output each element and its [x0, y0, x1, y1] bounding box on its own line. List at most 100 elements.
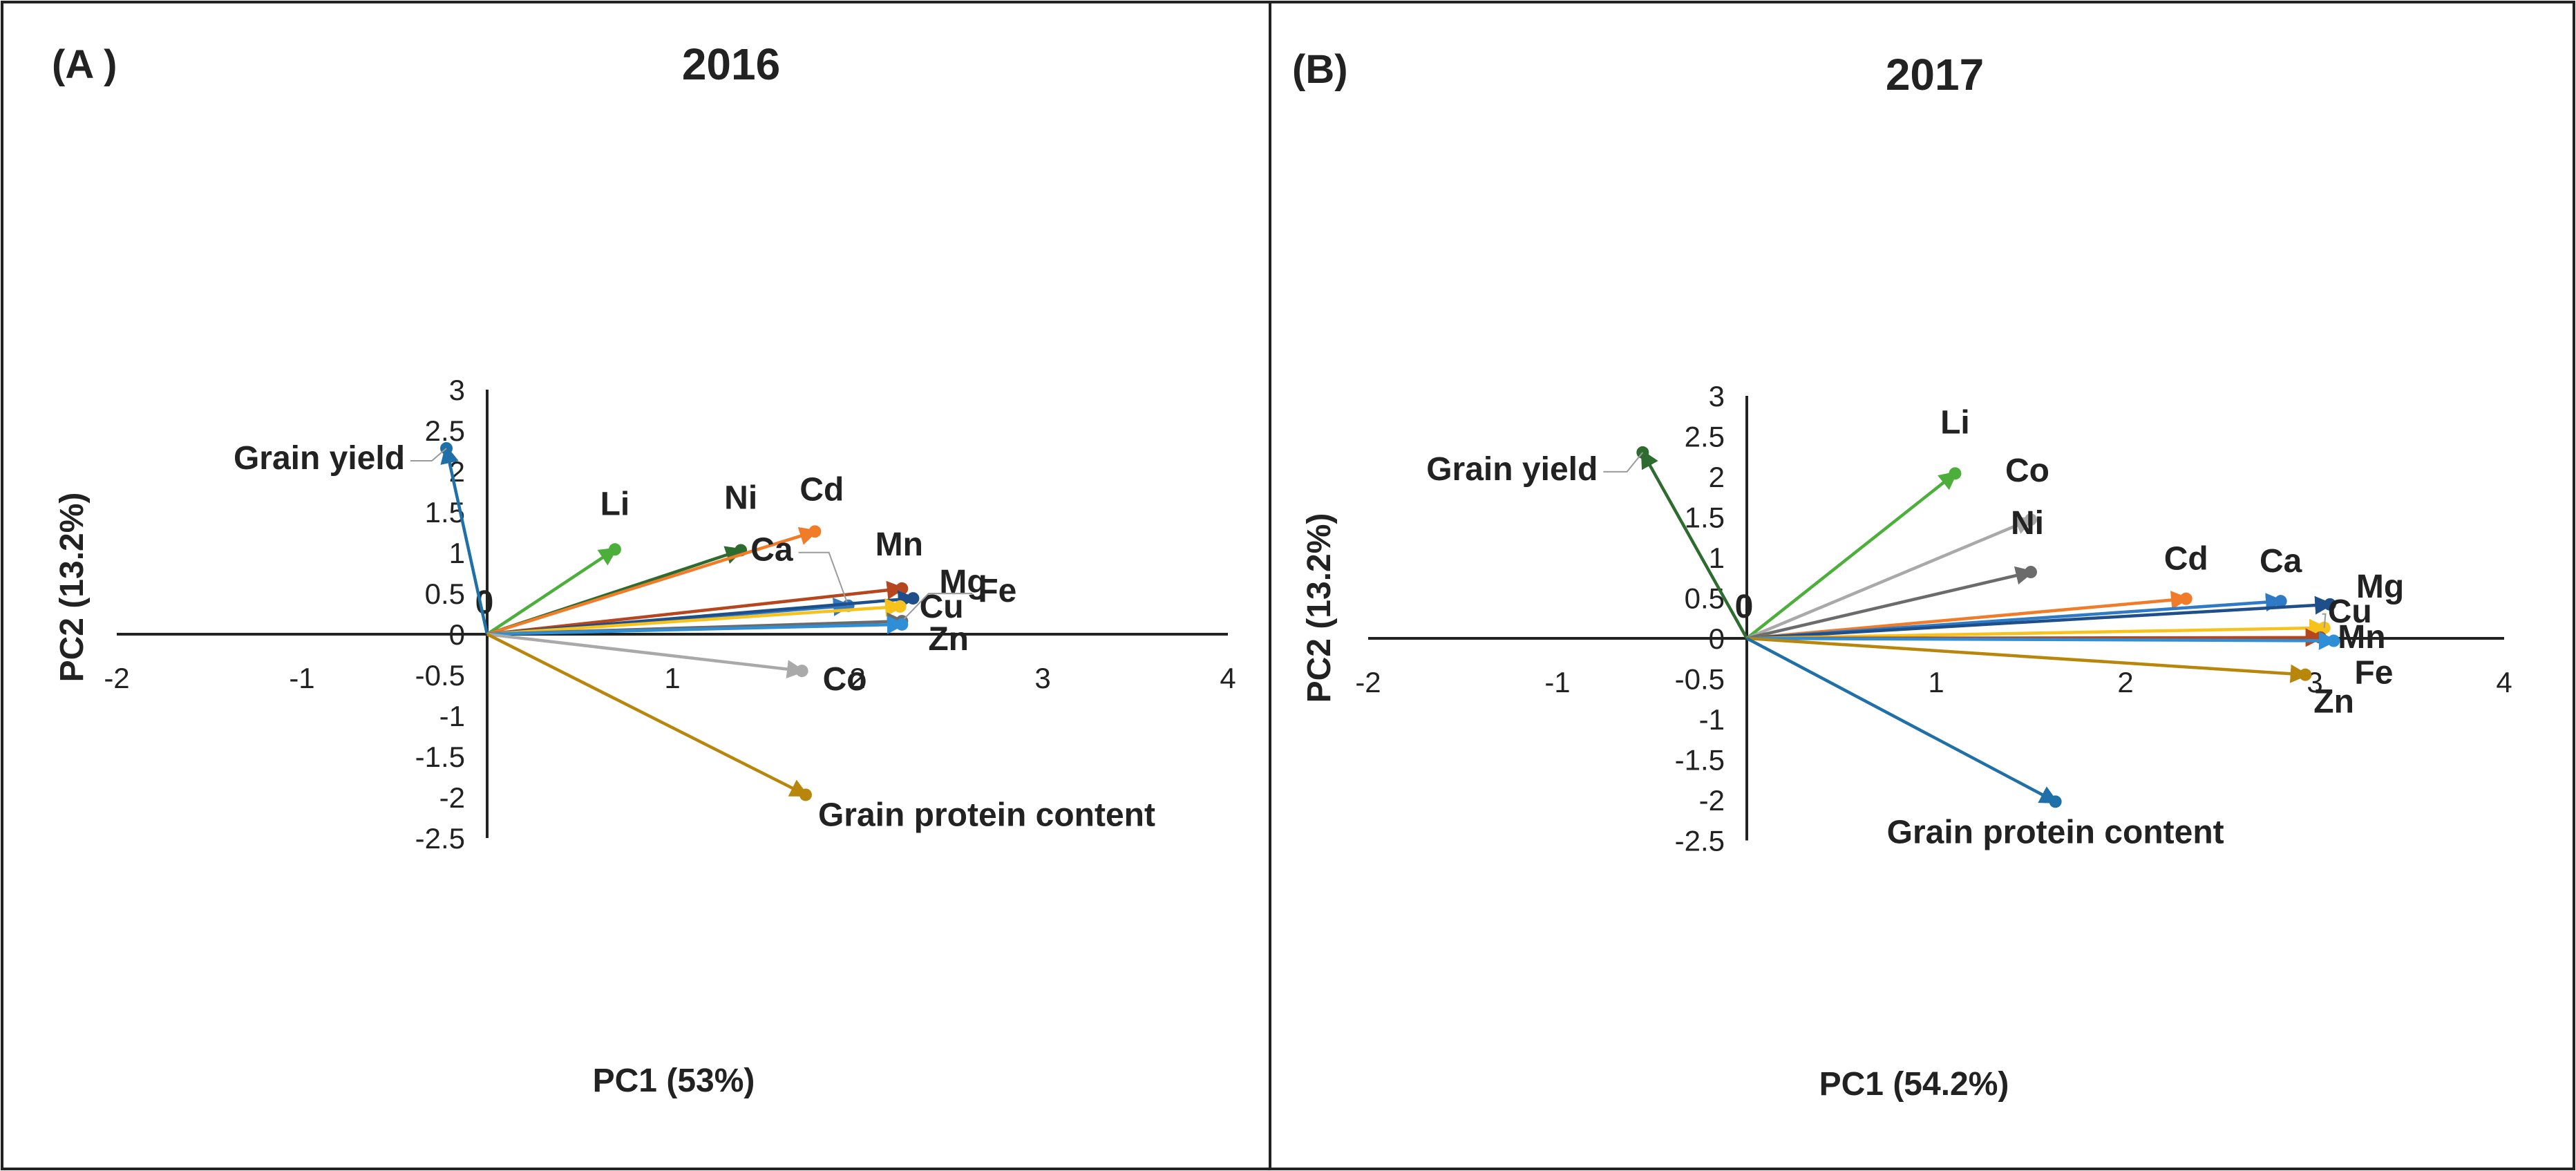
label-co: Co	[2005, 453, 2049, 489]
y-tick-label: 2.5	[1685, 421, 1725, 453]
vector-co	[1746, 516, 2034, 640]
x-tick-label: 4	[2496, 666, 2512, 698]
panel-letter-a: (A )	[52, 42, 117, 87]
point-cd	[2179, 592, 2193, 605]
point-mn	[896, 582, 909, 595]
point-zn	[896, 618, 909, 631]
label-grain-yield: Grain yield	[234, 440, 405, 477]
x-tick-label: -2	[1355, 666, 1381, 698]
point-li	[1949, 467, 1962, 480]
point-li	[608, 543, 621, 556]
y-tick-label: -1.5	[415, 741, 465, 773]
y-tick-label: 0	[449, 618, 465, 651]
point-grain-protein-content	[2049, 795, 2062, 808]
y-tick-label: -1	[1699, 703, 1725, 736]
panel-letter-b: (B)	[1292, 47, 1348, 92]
leader-fe	[901, 593, 973, 622]
point-mg	[907, 592, 920, 605]
label-li: Li	[600, 486, 630, 522]
label-zn: Zn	[928, 621, 969, 658]
point-mg	[2323, 598, 2336, 611]
y-tick-label: -2.5	[1675, 825, 1725, 857]
y-tick-label: 3	[449, 374, 465, 406]
label-grain-yield: Grain yield	[1426, 451, 1598, 488]
label-zn: Zn	[2313, 684, 2354, 721]
origin-label: 0	[1735, 589, 1754, 625]
label-li: Li	[1940, 404, 1970, 441]
vector-fe	[1746, 631, 2338, 650]
y-tick-label: 2.5	[425, 415, 465, 447]
label-mn: Mn	[2338, 619, 2385, 656]
label-cd: Cd	[799, 471, 844, 508]
point-cd	[808, 525, 822, 538]
x-tick-label: -1	[289, 662, 314, 694]
leader-ca	[798, 551, 849, 607]
label-ni: Ni	[2011, 505, 2044, 542]
y-tick-label: 2	[1709, 461, 1725, 493]
point-co	[795, 665, 808, 678]
vector-mn	[486, 580, 906, 636]
panel-a-2016: (A ) 2016 -2 -1 1 2 3 432.521.510.50-0.5-1-1.…	[52, 39, 1236, 1099]
y-tick-label: -2.5	[415, 822, 465, 855]
x-tick-label: 1	[664, 662, 680, 694]
point-grain-protein-content	[799, 788, 812, 801]
x-tick-label: 3	[1034, 662, 1050, 694]
x-tick-label: 4	[1220, 662, 1235, 694]
x-tick-label: -2	[104, 662, 129, 694]
y-tick-label: -0.5	[415, 659, 465, 692]
vector-grain-yield	[440, 444, 489, 635]
y-tick-label: 1	[449, 537, 465, 569]
y-tick-label: 0.5	[425, 578, 465, 610]
vector-zn	[1746, 636, 2309, 683]
y-tick-label: -1	[439, 700, 465, 732]
label-co: Co	[823, 661, 867, 698]
vector-zn	[486, 615, 906, 636]
vector-mg	[1746, 596, 2334, 640]
vector-cd	[486, 526, 819, 636]
label-cd: Cd	[2164, 541, 2208, 578]
vector-ni	[1746, 566, 2035, 640]
label-mg: Mg	[2356, 569, 2404, 605]
y-axis-title-a: PC2 (13.2%)	[54, 493, 91, 683]
y-tick-label: -2	[1699, 784, 1725, 817]
x-axis-title-b: PC1 (54.2%)	[1819, 1066, 2009, 1103]
panel-title-b: 2017	[1886, 50, 1984, 99]
label-ca: Ca	[2260, 543, 2302, 580]
label-fe: Fe	[978, 573, 1016, 609]
y-axis-title-b: PC2 (13.2%)	[1301, 513, 1338, 703]
y-tick-label: -0.5	[1675, 663, 1725, 696]
y-tick-label: 1	[1709, 542, 1725, 574]
leader-grain-yield	[410, 448, 447, 461]
panel-b-2017: (B) 2017 -2 -1 1 2 3 432.521.510.50-0.5-1-1.5…	[1292, 47, 2512, 1103]
x-tick-label: 2	[849, 662, 865, 694]
label-ca: Ca	[750, 532, 793, 569]
point-co	[2025, 513, 2037, 526]
vector-cu	[486, 598, 905, 636]
panel-title-a: 2016	[682, 39, 780, 89]
axes-b: -2 -1 1 2 3 432.521.510.50-0.5-1-1.5-2-2.50	[1355, 380, 2512, 857]
y-tick-label: -2	[439, 781, 465, 814]
x-tick-label: 1	[1928, 666, 1944, 698]
x-tick-label: -1	[1544, 666, 1570, 698]
point-zn	[2299, 668, 2312, 681]
label-cu: Cu	[2328, 593, 2372, 630]
point-fe	[2327, 634, 2340, 647]
point-cu	[893, 600, 907, 613]
label-mg: Mg	[939, 564, 987, 600]
label-grain-protein-content: Grain protein content	[818, 797, 1155, 833]
y-tick-label: 3	[1709, 380, 1725, 412]
label-mn: Mn	[875, 526, 923, 563]
y-tick-label: 1.5	[1685, 502, 1725, 534]
vector-li	[1745, 470, 1958, 640]
vector-li	[486, 547, 618, 636]
label-grain-protein-content: Grain protein content	[1887, 814, 2224, 850]
axes-a: -2 -1 1 2 3 432.521.510.50-0.5-1-1.5-2-2.50	[104, 374, 1235, 855]
x-tick-label: 2	[2117, 666, 2133, 698]
vector-grain-yield	[1640, 449, 1748, 640]
point-ca	[2274, 595, 2287, 608]
vector-cu	[1746, 618, 2329, 640]
